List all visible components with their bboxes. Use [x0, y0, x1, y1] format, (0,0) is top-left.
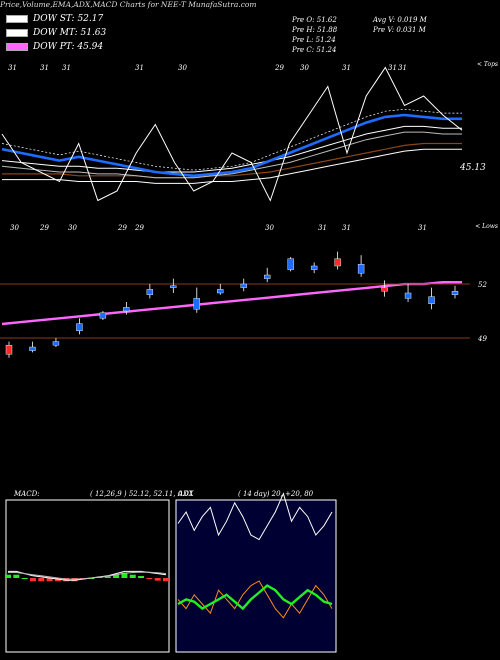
bottom-date-label: 29 [39, 224, 49, 232]
candle-body [404, 292, 412, 299]
macd-panel-frame [5, 499, 170, 653]
candle-body [193, 298, 200, 310]
candle-body [29, 346, 36, 351]
bottom-right-label: < Lows [475, 223, 498, 230]
candle-body [357, 264, 365, 274]
macd-signal-line [8, 571, 167, 580]
candle-body [428, 296, 435, 305]
candle-body [240, 283, 247, 288]
candle-body [310, 265, 318, 270]
ema-fast-dashed [1, 108, 462, 171]
info-prev-close: Pre C: 51.24 [292, 46, 337, 54]
top-date-label: 30 [178, 64, 187, 72]
legend-swatch-mt [6, 29, 28, 37]
ema-slow-line-brown [2, 142, 462, 179]
info-prev-volume: Pre V: 0.031 M [373, 26, 426, 34]
ema-mid-line-2 [1, 131, 462, 179]
macd-histogram-bar [63, 578, 70, 582]
legend-text-st: DOW ST: 52.17 [33, 14, 104, 24]
candle-body [52, 341, 60, 346]
candle-body [146, 289, 154, 295]
legend-dow-st: DOW ST: 52.17 [6, 12, 103, 26]
price-level-label: 52 [478, 281, 487, 289]
bottom-date-label: 31 [418, 224, 427, 232]
level-label: 45.13 [459, 163, 486, 173]
close-line [1, 66, 463, 202]
top-date-label: 29 [274, 64, 284, 72]
macd-histogram-bar [138, 576, 145, 578]
macd-histogram-bar [146, 578, 153, 579]
candle-body [381, 287, 388, 292]
macd-histogram-bar [71, 578, 78, 582]
candle-body [334, 258, 341, 267]
legend-text-mt: DOW MT: 51.63 [33, 28, 107, 38]
macd-histogram-bar [38, 578, 45, 582]
macd-title: MACD: [14, 490, 40, 498]
bottom-date-label: 31 [342, 224, 351, 232]
macd-histogram-bar [5, 574, 11, 578]
top-date-label: 31 [8, 64, 17, 72]
candle-body [76, 323, 83, 332]
top-right-label: < Tops [477, 61, 498, 68]
macd-histogram-bar [46, 578, 53, 582]
adx-title: ADX [178, 490, 194, 498]
bottom-date-label: 30 [10, 224, 19, 232]
info-avg-volume: Avg V: 0.019 M [373, 16, 427, 24]
bottom-date-label: 30 [265, 224, 274, 232]
candle-body [123, 307, 130, 312]
macd-histogram-bar [29, 578, 36, 582]
macd-histogram-bar [54, 578, 61, 582]
macd-histogram-bar [21, 578, 28, 579]
bottom-date-label: 29 [117, 224, 127, 232]
info-prev-high: Pre H: 51.88 [292, 26, 338, 34]
chart-title: Price,Volume,EMA,ADX,MACD Charts for NEE… [0, 0, 257, 9]
ema-fast-line [1, 113, 462, 178]
adx-minus-di-line [177, 580, 333, 619]
candle-body [451, 291, 459, 296]
ema-long-line [1, 281, 462, 326]
macd-histogram-bar [13, 574, 20, 578]
adx-plus-di-line [177, 492, 333, 541]
legend-swatch-st [6, 15, 28, 23]
candle-body [5, 345, 13, 355]
macd-histogram-bar [104, 576, 111, 578]
legend-swatch-pt [6, 43, 28, 51]
macd-histogram-bar [154, 578, 161, 581]
candle-body [287, 258, 294, 270]
macd-histogram-bar [121, 572, 128, 578]
candle-body [264, 274, 271, 279]
macd-histogram-bar [113, 574, 120, 578]
top-date-label: 31 [398, 64, 407, 72]
candle-body [99, 312, 107, 319]
top-date-label: 31 [62, 64, 71, 72]
top-date-label: 31 [40, 64, 49, 72]
price-level-label: 49 [477, 335, 487, 343]
legend-text-pt: DOW PT: 45.94 [33, 42, 104, 52]
top-date-label: 31 [342, 64, 351, 72]
top-date-label: 30 [300, 64, 309, 72]
legend-dow-pt: DOW PT: 45.94 [6, 40, 103, 54]
adx-line [177, 584, 333, 611]
candle-body [217, 289, 224, 294]
macd-histogram-bar [129, 574, 136, 578]
info-prev-open: Pre O: 51.62 [292, 16, 337, 24]
ema-slow-line [2, 148, 462, 184]
bottom-date-label: 29 [134, 224, 144, 232]
bottom-date-label: 30 [68, 224, 77, 232]
legend-dow-mt: DOW MT: 51.63 [6, 26, 106, 40]
macd-params: ( 12,26,9 ) 52.12, 52.11, 0.01 [90, 490, 194, 498]
top-date-label: 31 [135, 64, 144, 72]
bottom-date-label: 31 [318, 224, 327, 232]
ema-mid-line [1, 125, 462, 173]
candle-body [170, 285, 177, 288]
adx-params: ( 14 day) 20, +20, 80 [238, 490, 314, 498]
info-prev-low: Pre L: 51.24 [292, 36, 336, 44]
top-date-label: 31 [388, 64, 397, 72]
adx-panel-frame [175, 499, 337, 653]
macd-histogram-bar [163, 578, 169, 582]
